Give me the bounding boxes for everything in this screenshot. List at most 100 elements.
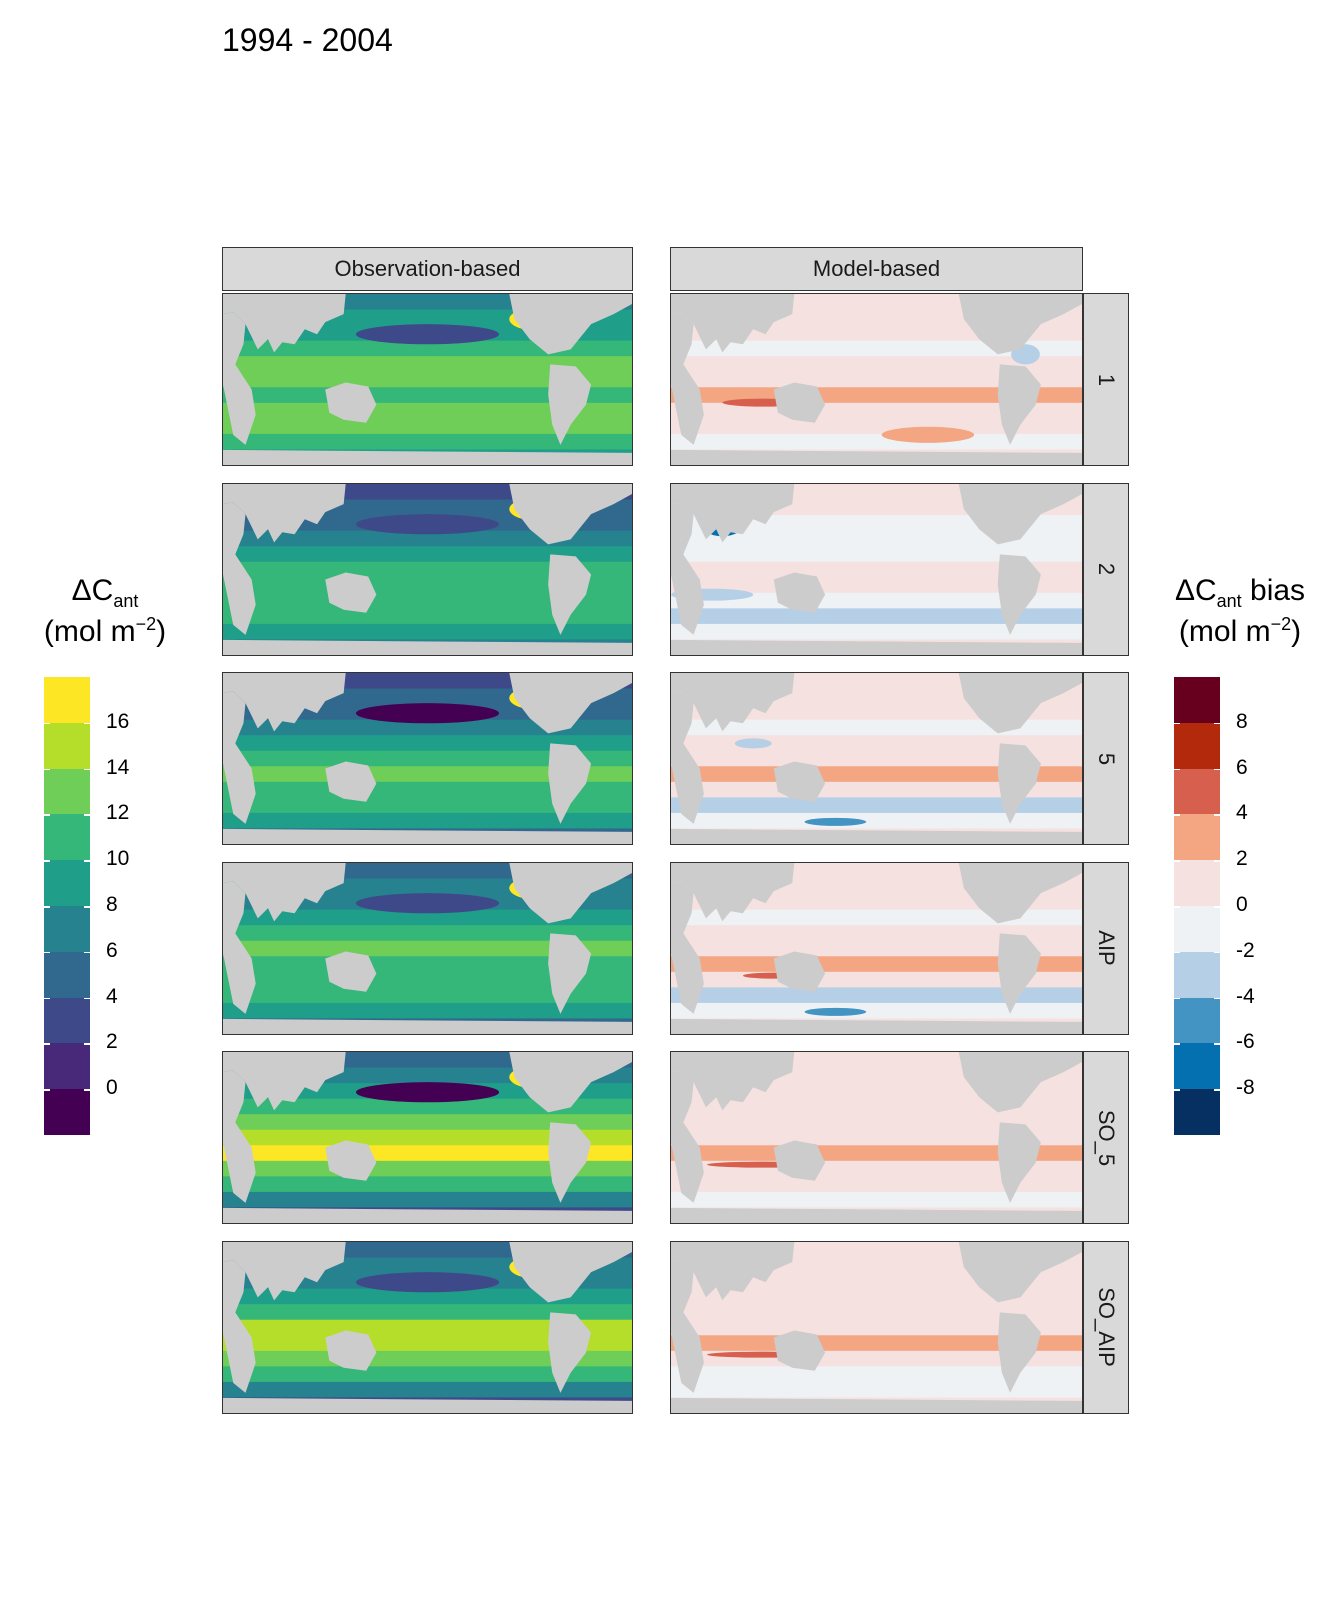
column-header-observation: Observation-based (222, 247, 633, 291)
land-mass (223, 1259, 256, 1393)
land-mass (671, 1018, 1082, 1034)
ocean-band (223, 766, 632, 783)
colorbar-segment (44, 1089, 90, 1135)
land-mass (671, 1207, 1082, 1223)
ocean-band (671, 340, 1082, 357)
colorbar-segment (1174, 860, 1220, 906)
land-mass (548, 364, 592, 445)
ocean-band (223, 909, 632, 926)
ocean-band (223, 971, 632, 988)
ocean-band (223, 1129, 632, 1146)
land-mass (223, 1070, 256, 1203)
land-mass (671, 639, 1082, 655)
land-mass (223, 294, 346, 353)
row-label: SO_5 (1094, 1109, 1119, 1166)
land-mass (958, 294, 1082, 355)
ocean-band (223, 1098, 632, 1115)
colorbar-segment (1174, 1043, 1220, 1090)
land-mass (773, 1140, 826, 1181)
land-mass (773, 382, 826, 423)
colorbar-segment (44, 860, 90, 906)
colorbar-segment (44, 722, 90, 769)
ocean-band (671, 750, 1082, 767)
map-panel-model (670, 293, 1083, 466)
ocean-band (671, 418, 1082, 435)
legend-right-unit: (mol m (1178, 614, 1271, 648)
land-mass (997, 1122, 1041, 1203)
land-mass (671, 483, 795, 542)
land-mass (671, 1259, 704, 1393)
colorbar-tick-label: -6 (1236, 1030, 1255, 1054)
colorbar-tick-mark (1174, 997, 1180, 1000)
row-label: SO_AIP (1094, 1287, 1119, 1367)
map-panel-observation (222, 482, 633, 656)
colorbar-tick-mark (1174, 860, 1180, 862)
ocean-band (671, 1381, 1082, 1398)
ocean-feature (804, 1007, 867, 1016)
ocean-band (223, 623, 632, 640)
colorbar-tick-mark (1214, 1043, 1220, 1045)
row-label-strip: 1 (1083, 293, 1129, 466)
ocean-band (223, 1191, 632, 1209)
colorbar-tick-label: 8 (1236, 709, 1248, 733)
ocean-band (223, 750, 632, 767)
colorbar-tick-mark (1214, 860, 1220, 862)
ocean-band (671, 545, 1082, 562)
land-mass (671, 312, 704, 445)
ocean-band (671, 797, 1082, 814)
map-panel-model (670, 1051, 1083, 1224)
colorbar-segment (1174, 1089, 1220, 1135)
ocean-band (223, 545, 632, 562)
colorbar-tick-mark (84, 1043, 90, 1045)
colorbar-tick-label: 16 (106, 709, 130, 733)
ocean-band (671, 1288, 1082, 1305)
ocean-feature (355, 513, 500, 534)
land-mass (997, 1311, 1041, 1393)
ocean-band (671, 781, 1082, 798)
ocean-band (223, 719, 632, 736)
ocean-band (223, 592, 632, 609)
land-mass (997, 553, 1041, 635)
ocean-band (671, 735, 1082, 752)
colorbar-segment (1174, 677, 1220, 723)
colorbar-tick-mark (1214, 1089, 1220, 1091)
land-mass (223, 673, 346, 732)
ocean-band (671, 576, 1082, 593)
ocean-band (223, 1114, 632, 1131)
map-panel-observation (222, 672, 633, 845)
ocean-band (223, 1381, 632, 1398)
ocean-band (223, 576, 632, 593)
colorbar-tick-mark (1174, 814, 1180, 816)
ocean-band (671, 623, 1082, 640)
land-mass (773, 1330, 826, 1371)
colorbar-tick-label: 0 (1236, 893, 1248, 916)
colorbar-tick-mark (84, 860, 90, 862)
land-mass (509, 862, 632, 923)
land-mass (325, 1330, 377, 1371)
colorbar-tick-mark (1214, 814, 1220, 816)
colorbar-tick-label: 6 (106, 938, 118, 962)
colorbar-tick-mark (84, 997, 90, 1000)
ocean-band (671, 1002, 1082, 1019)
colorbar-tick-mark (1174, 951, 1180, 954)
land-mass (548, 932, 592, 1014)
land-mass (773, 951, 826, 992)
colorbar-tick-label: 2 (1236, 847, 1248, 871)
colorbar-segment (44, 814, 90, 861)
map-panel-model (670, 482, 1083, 656)
colorbar-tick-mark (84, 814, 90, 816)
land-mass (509, 673, 632, 734)
ocean-band (223, 1350, 632, 1367)
ocean-band (671, 1098, 1082, 1115)
colorbar-tick-mark (1174, 722, 1180, 725)
land-mass (671, 1070, 704, 1203)
ocean-band (671, 812, 1082, 830)
ocean-band (671, 1365, 1082, 1383)
column-header-model: Model-based (670, 247, 1083, 291)
colorbar-tick-label: 8 (106, 893, 118, 916)
colorbar-tick-mark (1174, 1089, 1180, 1091)
colorbar-tick-mark (44, 906, 50, 908)
colorbar-tick-mark (1214, 997, 1220, 1000)
land-mass (223, 312, 256, 445)
colorbar-tick-mark (1214, 722, 1220, 725)
